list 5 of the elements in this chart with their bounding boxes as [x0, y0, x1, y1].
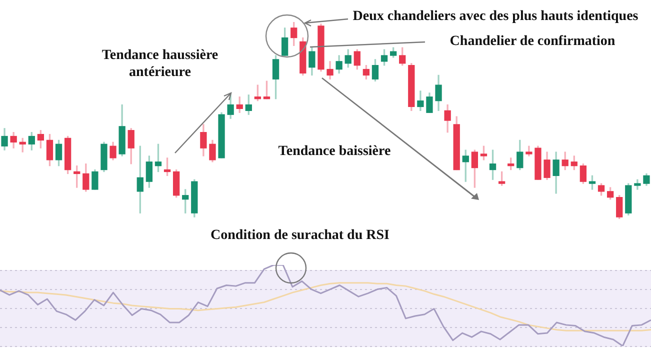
annotation: Tendance baissière — [277, 143, 392, 160]
text: Condition de surachat du RSI — [210, 227, 390, 244]
annotation: Tendance haussière antérieure — [100, 47, 220, 81]
annotation: Chandelier de confirmation — [448, 33, 616, 50]
annotation: Deux chandeliers avec des plus hauts identiques — [352, 8, 640, 25]
